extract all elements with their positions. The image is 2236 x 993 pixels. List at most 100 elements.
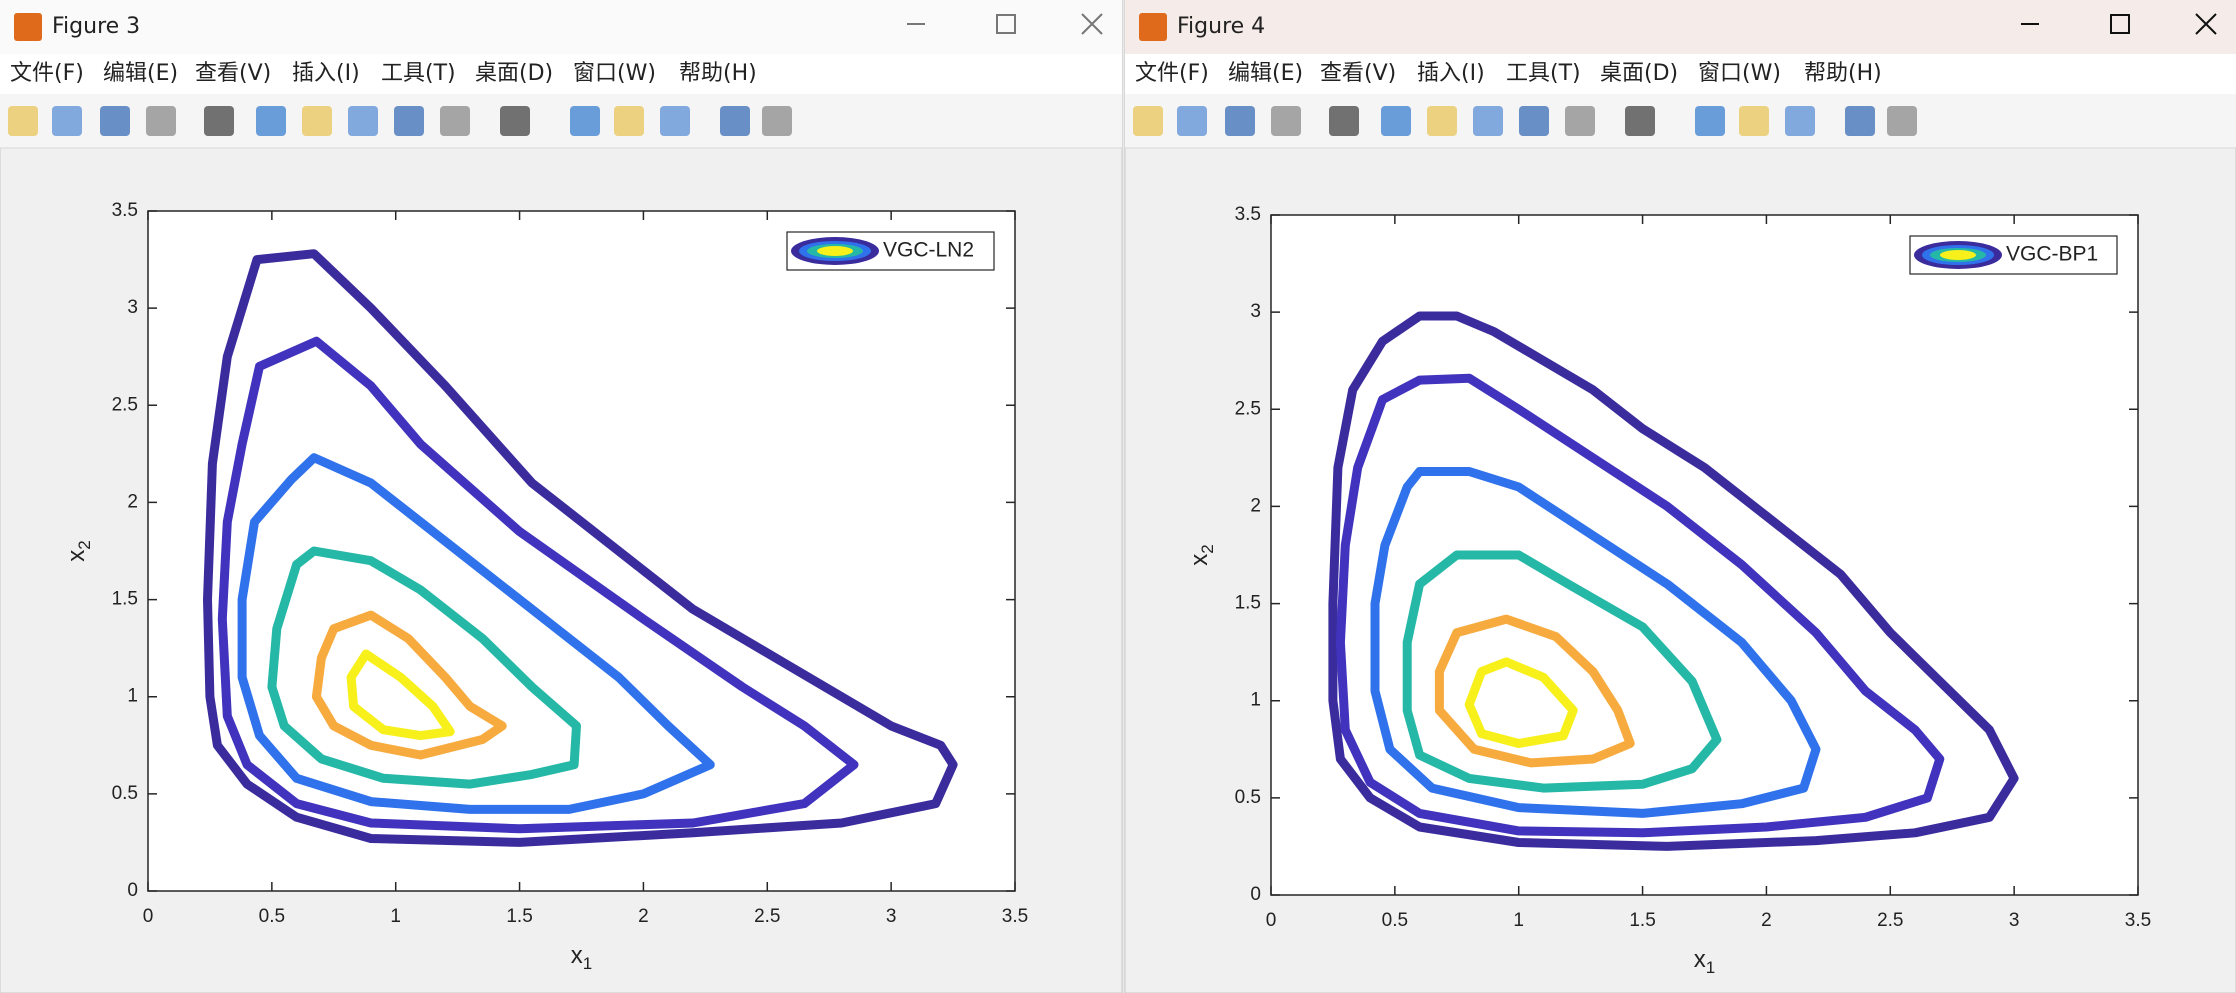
menu-item[interactable]: 编辑(E) bbox=[1228, 61, 1303, 86]
menu-item[interactable]: 查看(V) bbox=[195, 61, 271, 86]
toolbar-button[interactable] bbox=[660, 106, 690, 136]
toolbar-button[interactable] bbox=[500, 106, 530, 136]
menu-item[interactable]: 帮助(H) bbox=[1804, 61, 1882, 86]
y-axis-label-subscript: 2 bbox=[75, 540, 94, 549]
toolbar-button[interactable] bbox=[204, 106, 234, 136]
menu-item[interactable]: 桌面(D) bbox=[1600, 61, 1678, 86]
toolbar-button[interactable] bbox=[1739, 106, 1769, 136]
contour-line bbox=[1328, 311, 2019, 851]
x-tick-label: 0.5 bbox=[1382, 910, 1408, 931]
plot-area bbox=[1271, 215, 2138, 895]
x-tick-label: 0 bbox=[143, 906, 154, 927]
toolbar-button[interactable] bbox=[614, 106, 644, 136]
toolbar-button[interactable] bbox=[146, 106, 176, 136]
toolbar-button[interactable] bbox=[1329, 106, 1359, 136]
toolbar-button[interactable] bbox=[256, 106, 286, 136]
menu-item[interactable]: 帮助(H) bbox=[679, 61, 757, 86]
x-tick-label: 2 bbox=[1761, 910, 1772, 931]
contour-line bbox=[1464, 657, 1578, 748]
toolbar-button[interactable] bbox=[394, 106, 424, 136]
window-title: Figure 3 bbox=[52, 14, 140, 39]
menu-item[interactable]: 工具(T) bbox=[1506, 61, 1581, 86]
y-tick-label: 0 bbox=[127, 880, 138, 901]
y-tick-label: 1 bbox=[127, 686, 138, 707]
y-tick-label: 1 bbox=[1250, 690, 1261, 711]
toolbar-button[interactable] bbox=[100, 106, 130, 136]
menu-item[interactable]: 插入(I) bbox=[1417, 61, 1485, 86]
legend-icon bbox=[1940, 250, 1976, 260]
close-button[interactable] bbox=[2195, 13, 2217, 35]
menu-item[interactable]: 窗口(W) bbox=[1698, 61, 1781, 86]
maximize-button[interactable] bbox=[2110, 14, 2130, 34]
toolbar-button[interactable] bbox=[1225, 106, 1255, 136]
app-icon bbox=[1139, 13, 1167, 41]
x-axis-label-base: x bbox=[571, 942, 583, 969]
y-axis-label-subscript: 2 bbox=[1198, 544, 1217, 553]
app-icon bbox=[14, 13, 42, 41]
window-title: Figure 4 bbox=[1177, 14, 1265, 39]
x-tick-label: 3.5 bbox=[2125, 910, 2151, 931]
toolbar-button[interactable] bbox=[1177, 106, 1207, 136]
x-axis-label-subscript: 1 bbox=[1706, 958, 1715, 977]
y-axis-label: x2 bbox=[1186, 544, 1217, 565]
toolbar-button[interactable] bbox=[1473, 106, 1503, 136]
y-tick-label: 0 bbox=[1250, 884, 1261, 905]
toolbar-button[interactable] bbox=[302, 106, 332, 136]
toolbar-button[interactable] bbox=[570, 106, 600, 136]
toolbar-button[interactable] bbox=[1785, 106, 1815, 136]
x-tick-label: 3.5 bbox=[1002, 906, 1028, 927]
contour-line bbox=[1335, 373, 1945, 838]
toolbar-button[interactable] bbox=[1271, 106, 1301, 136]
toolbar-button[interactable] bbox=[762, 106, 792, 136]
legend-icon bbox=[817, 246, 853, 256]
menu-item[interactable]: 插入(I) bbox=[292, 61, 360, 86]
close-button[interactable] bbox=[1081, 13, 1103, 35]
toolbar-button[interactable] bbox=[348, 106, 378, 136]
y-axis-label: x2 bbox=[63, 540, 94, 561]
menu-bar bbox=[0, 54, 1122, 94]
x-tick-label: 0.5 bbox=[259, 906, 285, 927]
toolbar-button[interactable] bbox=[1887, 106, 1917, 136]
contour-line bbox=[1370, 467, 1821, 818]
axes-box bbox=[147, 210, 1016, 892]
toolbar-button[interactable] bbox=[52, 106, 82, 136]
title-bar bbox=[1125, 0, 2236, 54]
y-tick-label: 0.5 bbox=[112, 783, 138, 804]
toolbar-button[interactable] bbox=[1695, 106, 1725, 136]
menu-item[interactable]: 窗口(W) bbox=[573, 61, 656, 86]
x-axis-label: x1 bbox=[1694, 946, 1715, 977]
x-tick-label: 3 bbox=[2009, 910, 2020, 931]
y-tick-label: 3 bbox=[127, 297, 138, 318]
toolbar-button[interactable] bbox=[1845, 106, 1875, 136]
menu-item[interactable]: 文件(F) bbox=[10, 61, 84, 86]
toolbar-button[interactable] bbox=[1625, 106, 1655, 136]
x-axis-label-base: x bbox=[1694, 946, 1706, 973]
x-tick-label: 1 bbox=[1513, 910, 1524, 931]
toolbar-button[interactable] bbox=[1565, 106, 1595, 136]
x-tick-label: 1.5 bbox=[1629, 910, 1655, 931]
x-tick-label: 2.5 bbox=[754, 906, 780, 927]
toolbar-button[interactable] bbox=[440, 106, 470, 136]
y-tick-label: 1.5 bbox=[112, 589, 138, 610]
toolbar-button[interactable] bbox=[1133, 106, 1163, 136]
menu-item[interactable]: 编辑(E) bbox=[103, 61, 178, 86]
y-tick-label: 0.5 bbox=[1235, 787, 1261, 808]
y-tick-label: 2 bbox=[1250, 495, 1261, 516]
menu-item[interactable]: 工具(T) bbox=[381, 61, 456, 86]
contour-line bbox=[311, 610, 507, 760]
y-tick-label: 3 bbox=[1250, 301, 1261, 322]
toolbar-button[interactable] bbox=[1519, 106, 1549, 136]
toolbar-button[interactable] bbox=[1427, 106, 1457, 136]
menu-item[interactable]: 桌面(D) bbox=[475, 61, 553, 86]
maximize-button[interactable] bbox=[996, 14, 1016, 34]
toolbar-button[interactable] bbox=[8, 106, 38, 136]
toolbar-button[interactable] bbox=[720, 106, 750, 136]
contour-line bbox=[237, 453, 715, 814]
contour-line bbox=[203, 249, 958, 847]
menu-item[interactable]: 文件(F) bbox=[1135, 61, 1209, 86]
menu-item[interactable]: 查看(V) bbox=[1320, 61, 1396, 86]
toolbar-button[interactable] bbox=[1381, 106, 1411, 136]
x-tick-label: 1.5 bbox=[506, 906, 532, 927]
y-tick-label: 1.5 bbox=[1235, 593, 1261, 614]
